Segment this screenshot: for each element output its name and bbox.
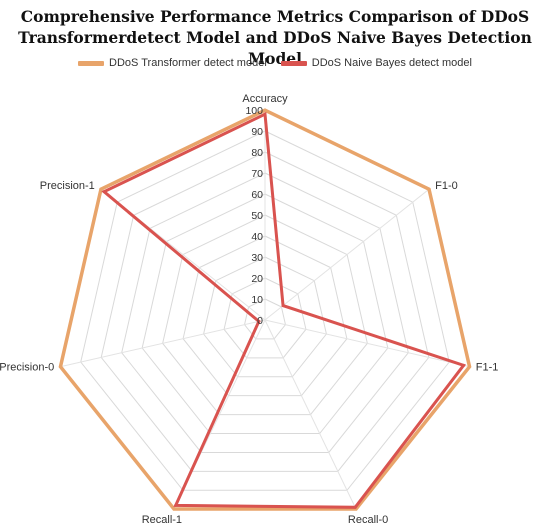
axis-label-precision-0: Precision-0 [0,362,54,374]
series-0-point-1[interactable] [427,187,431,191]
tick-label-70: 70 [251,168,263,180]
series-line-1[interactable] [101,111,467,509]
series-1-point-1[interactable] [281,304,285,308]
legend-item-naive-bayes[interactable]: DDoS Naive Bayes detect model [280,57,472,69]
series-0-point-5[interactable] [58,365,62,369]
grid-ring-70 [121,172,409,453]
radar-grid [59,109,471,510]
grid-ring-30 [203,256,327,378]
tick-label-10: 10 [251,294,263,306]
tick-label-90: 90 [251,126,263,138]
series-1-point-6[interactable] [102,190,106,194]
series-line-0[interactable] [58,108,472,511]
series-0-point-2[interactable] [468,365,472,369]
chart-legend: DDoS Transformer detect model DDoS Naive… [0,57,550,69]
tick-label-50: 50 [251,210,263,222]
grid-spoke-2 [264,319,470,368]
series-1-point-2[interactable] [462,363,466,367]
axis-label-recall-1: Recall-1 [142,514,182,525]
legend-item-transformer[interactable]: DDoS Transformer detect model [78,57,267,69]
legend-swatch-naive-bayes [280,60,307,66]
axis-label-accuracy: Accuracy [242,93,288,105]
tick-label-60: 60 [251,189,263,201]
chart-title: Comprehensive Performance Metrics Compar… [0,6,550,69]
series-1-point-5[interactable] [257,319,261,323]
series-0-point-0[interactable] [263,108,267,112]
series-0-point-6[interactable] [99,187,103,191]
series-1-point-4[interactable] [174,503,178,507]
grid-ring-50 [162,214,368,416]
grid-ring-10 [243,298,287,340]
tick-label-40: 40 [251,231,263,243]
grid-ring-90 [80,130,450,491]
grid-ring-80 [100,151,430,472]
legend-label-naive-bayes: DDoS Naive Bayes detect model [311,57,472,69]
axis-label-precision-1: Precision-1 [40,180,95,192]
axis-label-f1-1: F1-1 [476,362,499,374]
radar-ticks: 0 10 20 30 40 50 60 70 80 90 100 [245,105,263,327]
grid-spoke-3 [264,319,357,510]
series-1-point-0[interactable] [263,112,267,116]
radar-axis-labels: Accuracy F1-0 F1-1 Recall-0 Recall-1 Precisio… [0,93,498,525]
tick-label-20: 20 [251,273,263,285]
chart-title-line-2: Transformerdetect Model and DDoS Naive B… [18,28,532,68]
radar-series [58,108,472,511]
chart-title-line-1: Comprehensive Performance Metrics Compar… [20,7,530,26]
series-0-point-4[interactable] [172,507,176,511]
legend-label-transformer: DDoS Transformer detect model [109,57,267,69]
grid-ring-60 [141,193,389,435]
series-1-point-3[interactable] [353,505,357,509]
tick-label-100: 100 [245,105,263,117]
tick-label-0: 0 [257,315,263,327]
axis-label-recall-0: Recall-0 [348,514,388,525]
grid-spoke-1 [264,188,430,321]
grid-ring-40 [182,235,348,397]
legend-swatch-transformer [78,60,105,66]
tick-label-30: 30 [251,252,263,264]
axis-label-f1-0: F1-0 [435,180,458,192]
tick-label-80: 80 [251,147,263,159]
grid-spoke-5 [60,319,266,368]
